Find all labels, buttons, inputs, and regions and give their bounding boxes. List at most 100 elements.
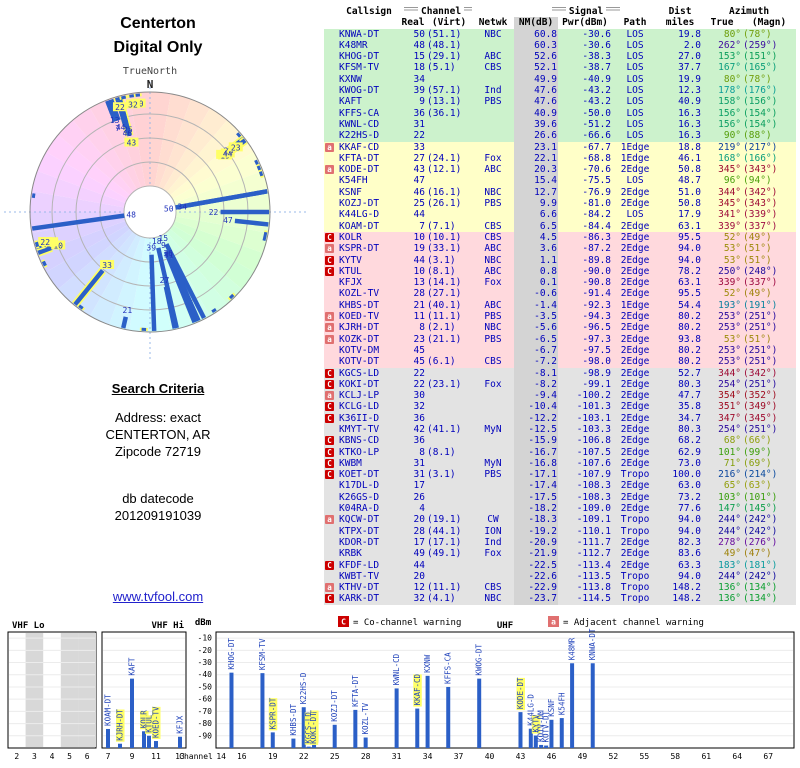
cell-real: 28 bbox=[413, 525, 425, 537]
cell-miles: 94.0 bbox=[678, 254, 702, 266]
cell-network: CBS bbox=[484, 62, 502, 74]
cell-badge bbox=[324, 356, 338, 367]
label-highlight bbox=[116, 709, 125, 742]
col-miles: miles bbox=[665, 17, 695, 29]
cell-virt bbox=[426, 560, 472, 571]
cell-network: CW bbox=[487, 514, 499, 526]
header-bar-icon bbox=[551, 7, 566, 12]
signal-bar-label-group: KHBS-DT bbox=[289, 704, 298, 736]
cell-path: 2Edge bbox=[620, 220, 650, 232]
cell-real: 20 bbox=[413, 570, 425, 582]
radar-sector bbox=[150, 93, 192, 212]
cell-pwr: -90.8 bbox=[582, 277, 612, 289]
cell-callsign: KYTV bbox=[339, 254, 362, 266]
cell-pwr: -87.2 bbox=[582, 243, 612, 255]
signal-strength-chart: 2 3 4 5 6 7 9 11 13 14 16 19 22 25 28 31 34 37 40 43 46 49 52 5… bbox=[7, 616, 795, 761]
dbm-tick-label: -70 bbox=[198, 707, 213, 716]
radar-sector bbox=[31, 170, 150, 212]
cell-badge: C bbox=[324, 469, 338, 480]
col-azimuth: Azimuth bbox=[729, 6, 770, 17]
cell-badge bbox=[324, 51, 338, 62]
cell-badge bbox=[324, 108, 338, 119]
cell-az-magn: (251°) bbox=[743, 423, 778, 435]
signal-bar bbox=[415, 708, 420, 748]
cell-path: Tropo bbox=[620, 593, 650, 605]
cell-az-true: 156° bbox=[718, 118, 742, 130]
signal-bar-label-group: KOTV-DT bbox=[542, 710, 551, 742]
cell-real: 45 bbox=[413, 344, 425, 356]
col-path: Path bbox=[623, 17, 647, 29]
cell-az-magn: (51°) bbox=[743, 243, 772, 255]
signal-bar-label-group: KTUL bbox=[145, 714, 154, 734]
radar-bar bbox=[263, 231, 268, 237]
cell-virt: (11.1) bbox=[427, 311, 462, 323]
radar-bar bbox=[164, 243, 207, 320]
cell-badge bbox=[324, 40, 338, 51]
cell-nm: -17.4 bbox=[514, 480, 559, 492]
cell-miles: 94.0 bbox=[678, 570, 702, 582]
cell-pwr: -101.3 bbox=[576, 401, 612, 413]
signal-bar-label-group: KSNF bbox=[547, 698, 556, 717]
adjacent-channel-warning-icon: a bbox=[325, 515, 334, 525]
cell-miles: 80.3 bbox=[678, 423, 702, 435]
cell-virt: (2.1) bbox=[427, 322, 456, 334]
cell-az-magn: (176°) bbox=[743, 85, 778, 97]
cell-callsign: KSPR-DT bbox=[339, 243, 380, 255]
cell-callsign: KOTV-DM bbox=[339, 344, 380, 356]
radar-label-highlight bbox=[51, 240, 66, 250]
dbm-tick-label: -10 bbox=[198, 634, 213, 643]
cell-callsign: KNWA-DT bbox=[339, 28, 380, 40]
cell-az-magn: (242°) bbox=[743, 525, 778, 537]
cell-pwr: -68.8 bbox=[582, 152, 612, 164]
cell-path: 2Edge bbox=[620, 457, 650, 469]
radar-bar bbox=[169, 259, 201, 322]
cell-az-magn: (66°) bbox=[743, 435, 772, 447]
table-row: KAFT 9 (13.1) PBS 47.6 -43.2 LOS 40.9 158° (156°) bbox=[324, 96, 797, 108]
cell-badge bbox=[324, 187, 338, 198]
channel-tick-label: 34 bbox=[423, 752, 433, 761]
cell-az-magn: (49°) bbox=[743, 288, 772, 300]
cell-virt: (33.1) bbox=[427, 243, 462, 255]
radar-channel-label: 15 bbox=[158, 234, 168, 243]
cell-pwr: -92.3 bbox=[582, 299, 612, 311]
signal-bar-label: KFSM-TV bbox=[258, 638, 267, 670]
table-row: C KGCS-LD 22 -8.1 -98.9 2Edge 52.7 344° (342°) bbox=[324, 367, 797, 379]
search-criteria-heading: Search Criteria bbox=[111, 381, 205, 396]
signal-bar bbox=[130, 678, 134, 748]
signal-bar-label: KSPR-DT bbox=[268, 697, 277, 729]
cell-miles: 73.2 bbox=[678, 491, 702, 503]
table-row: K22HS-D 22 26.6 -66.6 LOS 16.3 90° (88°) bbox=[324, 130, 797, 142]
cell-network: ABC bbox=[484, 299, 502, 311]
radar-channel-label: 22 bbox=[209, 208, 219, 217]
co-channel-warning-icon: C bbox=[325, 266, 334, 276]
radar-bar bbox=[254, 159, 259, 166]
col-virt: (Virt) bbox=[431, 17, 467, 29]
cell-path: 2Edge bbox=[620, 548, 650, 560]
cell-real: 44 bbox=[413, 254, 425, 266]
cell-pwr: -84.4 bbox=[582, 220, 612, 232]
cell-path: 2Edge bbox=[620, 243, 650, 255]
cell-path: 2Edge bbox=[620, 344, 650, 356]
cell-nm: -5.6 bbox=[514, 322, 559, 334]
cell-virt bbox=[426, 413, 472, 424]
cell-path: Tropo bbox=[620, 525, 650, 537]
cell-virt: (5.1) bbox=[427, 62, 456, 74]
cell-virt: (21.1) bbox=[427, 333, 462, 345]
cell-miles: 148.2 bbox=[672, 593, 702, 605]
cell-network: PBS bbox=[484, 96, 502, 108]
cell-virt: (41.1) bbox=[427, 423, 462, 435]
cell-callsign: KFTA-DT bbox=[339, 152, 380, 164]
tvfool-link[interactable]: www.tvfool.com bbox=[112, 589, 204, 604]
signal-bar-label: KOAM-DT bbox=[104, 694, 113, 726]
cell-nm: 47.6 bbox=[514, 85, 559, 97]
cell-pwr: -107.6 bbox=[576, 457, 612, 469]
cell-path: LOS bbox=[626, 85, 644, 97]
cell-real: 8 bbox=[419, 322, 425, 334]
cell-az-true: 244° bbox=[718, 570, 742, 582]
radar-channel-label: 10 bbox=[53, 241, 63, 250]
signal-bar-label: KFTA-DT bbox=[351, 675, 360, 707]
cell-nm: -20.9 bbox=[514, 536, 559, 549]
cell-nm: -0.6 bbox=[514, 288, 559, 300]
cell-az-true: 254° bbox=[718, 423, 742, 435]
cell-virt: (51.1) bbox=[427, 28, 462, 40]
